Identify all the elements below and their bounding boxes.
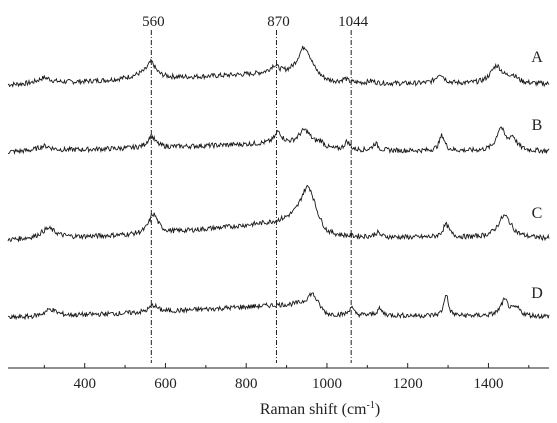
spectrum-line-d: [8, 291, 550, 321]
spectrum-line-a: [7, 45, 550, 88]
reference-lines-layer: 560 870 1044: [142, 14, 369, 363]
series-label-c: C: [532, 205, 543, 222]
x-axis-title: Raman shift (cm-1): [260, 400, 380, 418]
spectrum-line-b: [7, 126, 550, 155]
spectra-layer: A B C D: [7, 45, 550, 321]
x-tick-label: 800: [235, 376, 258, 392]
reference-line-label: 1044: [338, 14, 369, 30]
x-tick-label: 1200: [393, 376, 423, 392]
x-tick-label: 1000: [312, 376, 342, 392]
series-label-a: A: [531, 49, 543, 66]
spectrum-line-c: [7, 185, 550, 243]
x-tick-label: 400: [73, 376, 96, 392]
series-label-b: B: [532, 117, 543, 134]
x-tick-label: 600: [154, 376, 177, 392]
x-axis: 400 600 800 1000 1200 1400: [8, 363, 549, 392]
series-label-d: D: [531, 285, 543, 302]
reference-line-label: 560: [142, 14, 165, 30]
reference-line-label: 870: [267, 14, 290, 30]
x-tick-label: 1400: [473, 376, 503, 392]
